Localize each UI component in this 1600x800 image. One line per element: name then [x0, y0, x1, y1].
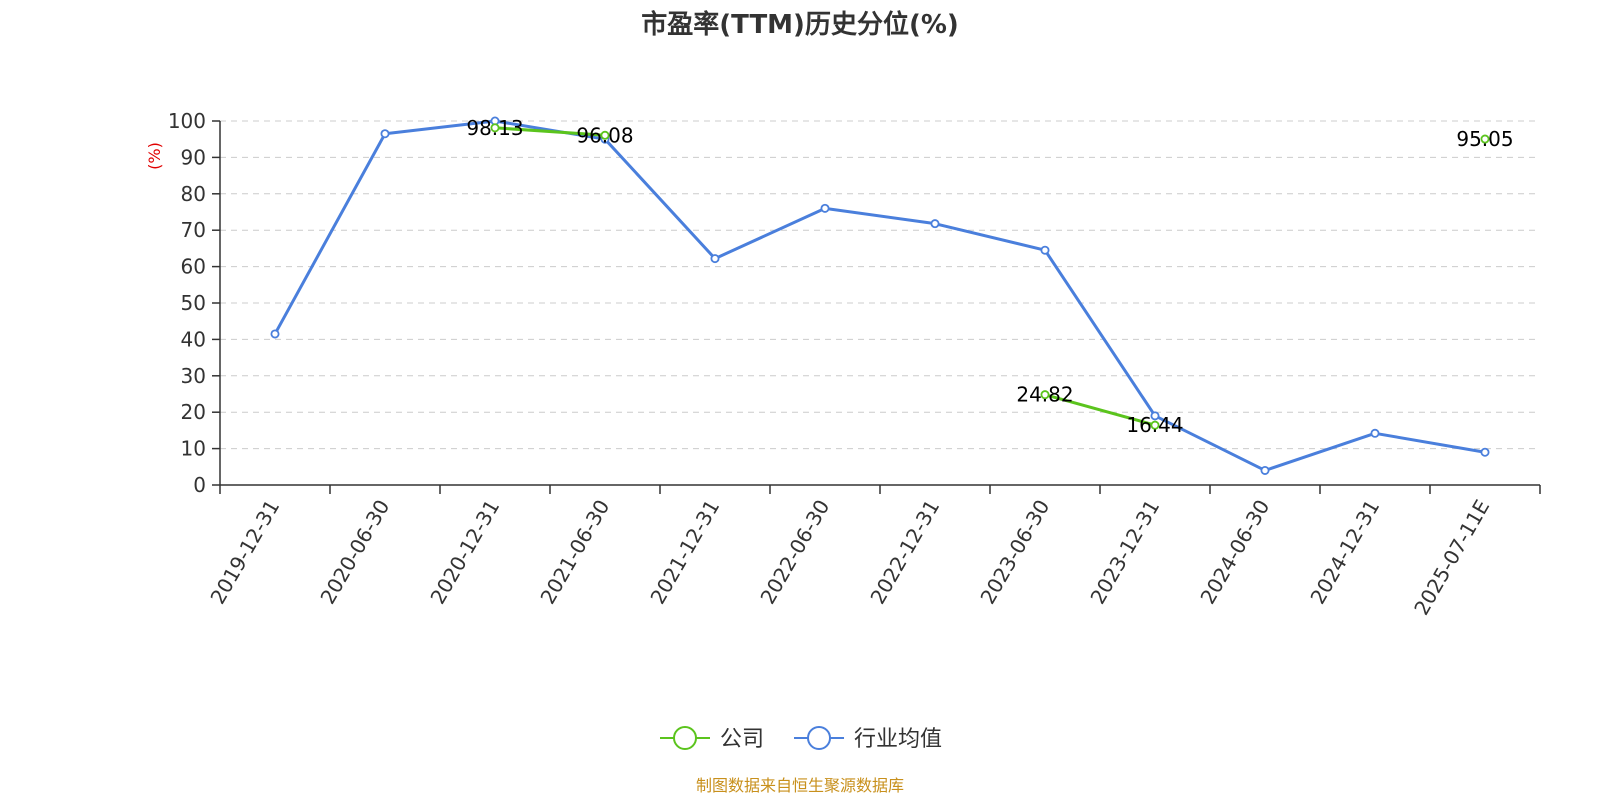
data-point[interactable] [710, 254, 720, 264]
grid-lines [220, 120, 1540, 450]
y-tick-label: 40 [181, 327, 206, 351]
data-label: 24.82 [1016, 383, 1073, 407]
x-tick-label: 2022-06-30 [755, 496, 834, 609]
data-point[interactable] [1260, 465, 1270, 475]
data-label: 96.08 [576, 123, 633, 147]
y-tick-label: 10 [181, 437, 206, 461]
source-note: 制图数据来自恒生聚源数据库 [696, 776, 904, 795]
data-point[interactable] [1040, 390, 1050, 400]
x-tick-label: 2020-06-30 [315, 496, 394, 609]
x-tick-label: 2021-12-31 [645, 496, 724, 609]
y-tick-label: 60 [181, 255, 206, 279]
data-label: 16.44 [1126, 413, 1183, 437]
y-tick-label: 100 [168, 109, 206, 133]
x-axis: 2019-12-31 2020-06-30 2020-12-31 2021-06-30… [205, 484, 1541, 620]
data-label: 95.05 [1456, 127, 1513, 151]
y-axis: 0 10 20 30 40 50 60 70 80 90 100 [168, 109, 221, 497]
data-point[interactable] [600, 130, 610, 140]
data-label: 98.13 [466, 116, 523, 140]
data-labels: 98.13 96.08 24.82 16.44 95.05 [466, 116, 1513, 437]
x-tick-label: 2023-06-30 [975, 496, 1054, 609]
x-tick-label: 2024-06-30 [1195, 496, 1274, 609]
x-tick-label: 2024-12-31 [1305, 496, 1384, 609]
x-tick-label: 2023-12-31 [1085, 496, 1164, 609]
x-tick-label: 2019-12-31 [205, 496, 284, 609]
y-tick-label: 80 [181, 182, 206, 206]
x-tick-label: 2020-12-31 [425, 496, 504, 609]
legend-marker [673, 726, 697, 750]
y-tick-label: 30 [181, 364, 206, 388]
data-point[interactable] [1150, 420, 1160, 430]
y-tick-label: 0 [193, 473, 206, 497]
data-point[interactable] [930, 219, 940, 229]
x-tick-label: 2022-12-31 [865, 496, 944, 609]
data-point[interactable] [270, 329, 280, 339]
x-tick-label: 2021-06-30 [535, 496, 614, 609]
y-tick-label: 50 [181, 291, 206, 315]
data-point[interactable] [380, 129, 390, 139]
legend-item[interactable]: 行业均值 [794, 726, 942, 752]
series-group [270, 116, 1490, 475]
data-point[interactable] [1150, 411, 1160, 421]
legend-label: 公司 [720, 727, 764, 752]
data-point[interactable] [490, 123, 500, 133]
series-line-0 [494, 126, 606, 137]
legend[interactable]: 公司 行业均值 [660, 726, 942, 752]
data-point[interactable] [820, 203, 830, 213]
legend-item[interactable]: 公司 [660, 726, 764, 752]
series-line-0 [1044, 393, 1156, 427]
y-tick-label: 20 [181, 400, 206, 424]
y-tick-label: 70 [181, 218, 206, 242]
x-tick-label: 2025-07-11E [1409, 496, 1494, 620]
data-point[interactable] [1480, 447, 1490, 457]
legend-marker [807, 726, 832, 750]
data-point[interactable] [1480, 134, 1490, 144]
chart-title: 市盈率(TTM)历史分位(%) [641, 9, 959, 40]
series-line-1 [273, 119, 1486, 472]
y-tick-label: 90 [181, 145, 206, 169]
data-point[interactable] [1370, 428, 1380, 438]
data-point[interactable] [1040, 245, 1050, 255]
legend-label: 行业均值 [854, 727, 942, 752]
y-axis-label: (%) [145, 142, 164, 170]
